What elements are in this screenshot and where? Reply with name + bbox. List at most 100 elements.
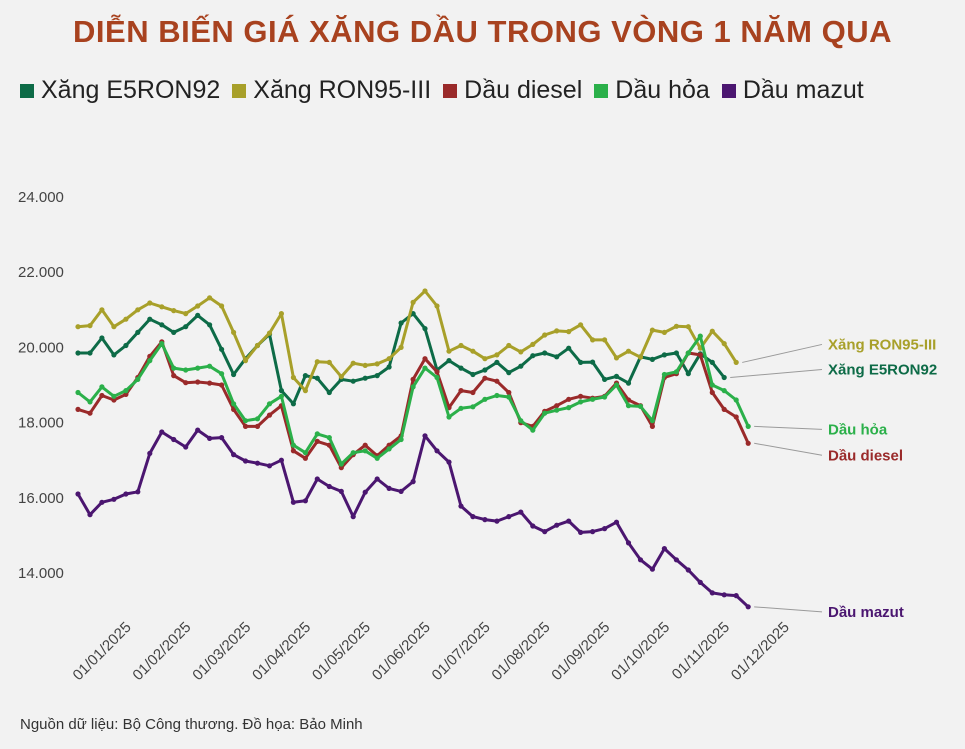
legend-swatch-ron95: [232, 83, 247, 98]
data-point: [590, 337, 596, 343]
data-point: [87, 323, 93, 329]
data-point: [183, 380, 189, 386]
data-point: [410, 376, 416, 382]
data-point: [350, 450, 356, 456]
data-point: [410, 384, 416, 390]
data-point: [338, 465, 344, 471]
series-line: [76, 428, 750, 609]
chart-title: DIỄN BIẾN GIÁ XĂNG DẦU TRONG VÒNG 1 NĂM …: [73, 14, 892, 49]
data-point: [386, 446, 392, 452]
data-point: [673, 557, 680, 563]
data-point: [231, 371, 237, 378]
data-point: [147, 358, 153, 364]
data-point: [290, 499, 296, 505]
data-point: [506, 394, 512, 400]
data-point: [613, 355, 620, 361]
data-point: [302, 455, 308, 461]
data-point: [219, 435, 225, 441]
data-point: [326, 389, 332, 396]
data-point: [494, 378, 500, 384]
data-point: [566, 405, 572, 411]
y-tick-label: 22.000: [18, 264, 64, 281]
data-point: [602, 394, 608, 400]
data-point: [99, 392, 105, 399]
legend-label-ron95: Xăng RON95-III: [253, 76, 432, 104]
x-tick-label: 01/07/2025: [429, 619, 494, 684]
x-tick-label: 01/05/2025: [309, 619, 374, 684]
data-point: [266, 463, 273, 469]
data-point: [602, 337, 608, 343]
data-point: [338, 461, 344, 467]
data-point: [278, 457, 284, 463]
data-point: [733, 397, 739, 403]
data-point: [434, 448, 440, 454]
data-point: [530, 523, 536, 529]
data-point: [506, 342, 512, 349]
data-point: [183, 324, 189, 330]
data-point: [590, 529, 596, 535]
data-point: [518, 349, 524, 355]
data-point: [374, 455, 380, 461]
end-label-leader: [754, 425, 823, 430]
data-point: [111, 352, 117, 358]
data-point: [278, 393, 284, 399]
data-point: [266, 330, 273, 336]
source-note: Nguồn dữ liệu: Bộ Công thương. Đồ họa: B…: [20, 716, 363, 733]
data-point: [135, 376, 141, 382]
series-layer: [75, 288, 751, 610]
data-point: [721, 341, 727, 347]
data-point: [602, 526, 608, 532]
data-point: [159, 322, 165, 328]
end-label: Dầu mazut: [828, 604, 904, 621]
data-point: [87, 410, 93, 416]
data-point: [434, 303, 440, 309]
data-point: [470, 371, 476, 378]
data-point: [111, 393, 117, 399]
data-point: [542, 410, 548, 416]
data-point: [649, 423, 656, 429]
x-tick-label: 01/11/2025: [669, 619, 733, 683]
data-point: [290, 442, 296, 448]
legend-swatch-diesel: [443, 83, 458, 98]
data-point: [350, 378, 356, 384]
data-point: [171, 329, 177, 335]
data-point: [398, 488, 404, 494]
data-point: [625, 403, 632, 409]
data-point: [147, 316, 153, 322]
data-point: [374, 361, 380, 367]
data-point: [566, 345, 572, 351]
data-point: [470, 404, 476, 410]
data-point: [506, 389, 512, 396]
data-point: [602, 376, 608, 382]
data-point: [159, 429, 165, 435]
data-point: [542, 529, 548, 535]
data-point: [625, 380, 632, 386]
data-point: [123, 388, 129, 394]
data-point: [494, 392, 500, 399]
end-label-leader: [754, 442, 823, 456]
data-point: [374, 476, 380, 482]
data-point: [326, 359, 332, 365]
x-axis: 01/01/202501/02/202501/03/202501/04/2025…: [70, 619, 793, 684]
data-point: [518, 509, 524, 515]
series-line: [76, 312, 726, 406]
data-point: [219, 371, 225, 377]
legend-label-kerosene: Dầu hỏa: [615, 76, 710, 104]
data-point: [506, 370, 512, 376]
legend-item-diesel: Dầu diesel: [443, 76, 582, 105]
data-point: [75, 389, 81, 396]
data-point: [410, 479, 416, 485]
data-point: [338, 488, 344, 494]
y-tick-label: 18.000: [18, 415, 64, 432]
data-point: [458, 503, 464, 509]
data-point: [530, 427, 536, 433]
data-point: [566, 396, 572, 402]
data-point: [314, 375, 320, 381]
data-point: [613, 382, 620, 388]
data-point: [673, 369, 680, 375]
data-point: [111, 397, 117, 403]
data-point: [87, 512, 93, 518]
data-point: [302, 498, 308, 504]
data-point: [446, 348, 452, 354]
